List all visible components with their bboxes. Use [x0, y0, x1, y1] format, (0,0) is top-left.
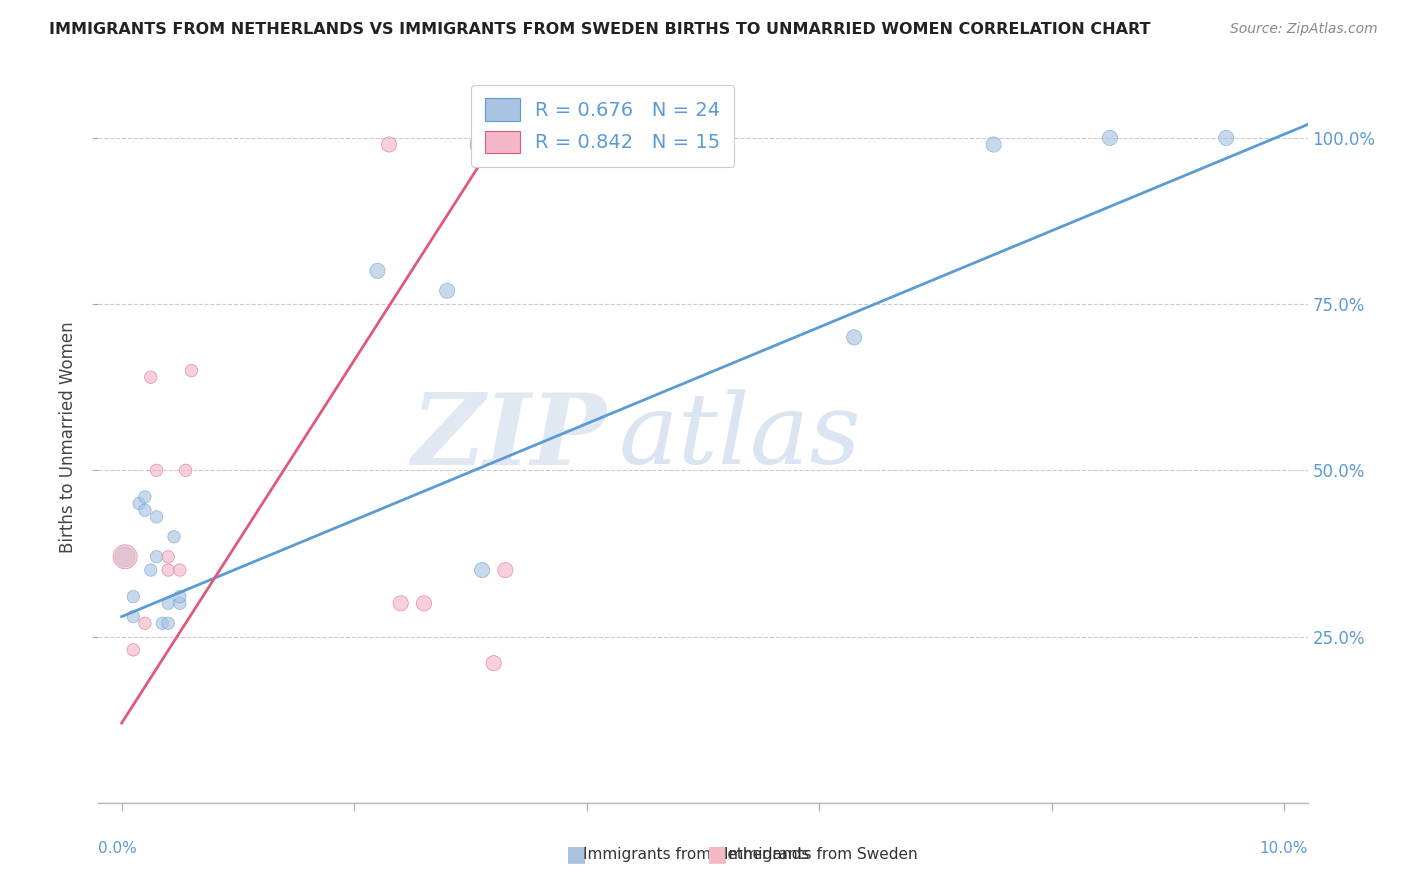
Point	[145, 509, 167, 524]
Point	[844, 330, 866, 344]
Text: 0.0%: 0.0%	[98, 841, 138, 856]
Point	[366, 264, 388, 278]
Point	[157, 616, 180, 631]
Point	[157, 549, 180, 564]
Text: ■: ■	[567, 845, 586, 864]
Y-axis label: Births to Unmarried Women: Births to Unmarried Women	[59, 321, 77, 553]
Point	[436, 284, 458, 298]
Point	[983, 137, 1005, 152]
Point	[494, 137, 516, 152]
Point	[169, 596, 191, 610]
Text: Immigrants from Sweden: Immigrants from Sweden	[724, 847, 918, 862]
Text: Source: ZipAtlas.com: Source: ZipAtlas.com	[1230, 22, 1378, 37]
Point	[389, 596, 412, 610]
Point	[413, 596, 436, 610]
Text: ■: ■	[707, 845, 727, 864]
Point	[471, 563, 494, 577]
Point	[378, 137, 401, 152]
Text: ZIP: ZIP	[412, 389, 606, 485]
Point	[180, 363, 202, 377]
Point	[128, 497, 150, 511]
Point	[471, 137, 494, 152]
Text: Immigrants from Netherlands: Immigrants from Netherlands	[583, 847, 810, 862]
Point	[134, 490, 156, 504]
Point	[150, 616, 173, 631]
Point	[157, 596, 180, 610]
Point	[122, 590, 145, 604]
Point	[114, 549, 136, 564]
Point	[122, 609, 145, 624]
Text: atlas: atlas	[619, 390, 860, 484]
Point	[139, 370, 162, 384]
Point	[163, 530, 186, 544]
Legend: R = 0.676   N = 24, R = 0.842   N = 15: R = 0.676 N = 24, R = 0.842 N = 15	[471, 85, 734, 167]
Point	[482, 656, 505, 670]
Point	[1098, 131, 1121, 145]
Point	[145, 549, 167, 564]
Point	[145, 463, 167, 477]
Point	[174, 463, 197, 477]
Point	[169, 590, 191, 604]
Point	[139, 563, 162, 577]
Point	[1215, 131, 1237, 145]
Point	[494, 563, 516, 577]
Point	[134, 616, 156, 631]
Point	[157, 563, 180, 577]
Point	[134, 503, 156, 517]
Point	[114, 549, 136, 564]
Text: IMMIGRANTS FROM NETHERLANDS VS IMMIGRANTS FROM SWEDEN BIRTHS TO UNMARRIED WOMEN : IMMIGRANTS FROM NETHERLANDS VS IMMIGRANT…	[49, 22, 1150, 37]
Text: 10.0%: 10.0%	[1260, 841, 1308, 856]
Point	[169, 563, 191, 577]
Point	[122, 643, 145, 657]
